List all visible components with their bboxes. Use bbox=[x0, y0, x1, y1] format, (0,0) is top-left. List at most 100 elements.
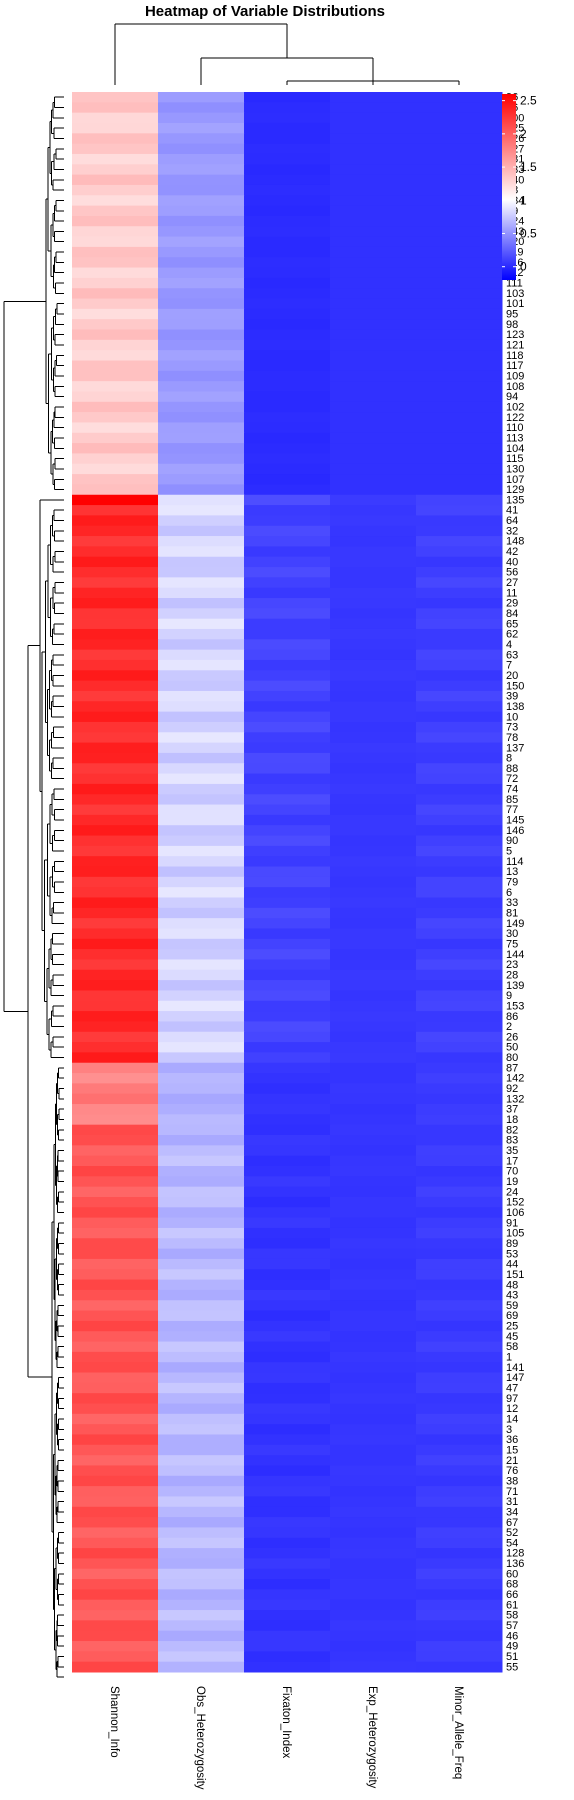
heatmap-cell bbox=[416, 763, 503, 775]
heatmap-cell bbox=[72, 1579, 159, 1590]
row-label: 105 bbox=[506, 1228, 524, 1240]
heatmap-cell bbox=[72, 257, 159, 269]
heatmap-cell bbox=[244, 1661, 331, 1673]
heatmap-cell bbox=[244, 443, 331, 454]
heatmap-cell bbox=[72, 1506, 159, 1518]
heatmap-cell bbox=[72, 215, 159, 227]
heatmap-cell bbox=[72, 350, 159, 361]
heatmap-cell bbox=[72, 1630, 159, 1642]
heatmap-cell bbox=[416, 1393, 503, 1405]
heatmap-cell bbox=[72, 422, 159, 434]
heatmap-cell bbox=[330, 732, 417, 744]
heatmap-cell bbox=[330, 401, 417, 413]
row-label: 69 bbox=[506, 1310, 518, 1322]
heatmap-cell bbox=[330, 153, 417, 165]
heatmap-cell bbox=[158, 928, 245, 940]
heatmap-cell bbox=[416, 639, 503, 651]
heatmap-cell bbox=[244, 1155, 331, 1167]
heatmap-cell bbox=[330, 1403, 417, 1415]
heatmap-cell bbox=[244, 1289, 331, 1301]
row-label: 148 bbox=[506, 536, 524, 548]
heatmap-cell bbox=[72, 742, 159, 754]
heatmap-cell bbox=[244, 1031, 331, 1043]
heatmap-cell bbox=[416, 1186, 503, 1198]
row-label: 31 bbox=[506, 1496, 518, 1508]
heatmap-cell bbox=[416, 1176, 503, 1188]
heatmap-cell bbox=[330, 1548, 417, 1559]
heatmap-cell bbox=[330, 288, 417, 300]
heatmap-cell bbox=[72, 1455, 159, 1466]
heatmap-cell bbox=[416, 1248, 503, 1260]
heatmap-cell bbox=[158, 412, 245, 423]
heatmap-cell bbox=[330, 1124, 417, 1136]
heatmap-cell bbox=[244, 184, 331, 196]
heatmap-cell bbox=[158, 1351, 245, 1363]
heatmap-cell bbox=[158, 1413, 245, 1425]
heatmap-cell bbox=[416, 1424, 503, 1435]
heatmap-cell bbox=[330, 453, 417, 465]
heatmap-cell bbox=[72, 897, 159, 909]
row-label: 57 bbox=[506, 1620, 518, 1632]
heatmap-cell bbox=[330, 267, 417, 279]
heatmap-cell bbox=[158, 577, 245, 589]
heatmap-cell bbox=[330, 298, 417, 310]
heatmap-cell bbox=[72, 680, 159, 692]
heatmap-cell bbox=[72, 804, 159, 816]
heatmap-cell bbox=[72, 598, 159, 609]
heatmap-cell bbox=[158, 267, 245, 279]
heatmap-cell bbox=[416, 721, 503, 733]
heatmap-cell bbox=[330, 670, 417, 682]
heatmap-cell bbox=[330, 856, 417, 868]
heatmap-cell bbox=[158, 226, 245, 238]
heatmap-cell bbox=[244, 887, 331, 898]
row-label: 6 bbox=[506, 887, 512, 899]
heatmap-cell bbox=[244, 195, 331, 207]
heatmap-cell bbox=[330, 1269, 417, 1281]
heatmap-cell bbox=[244, 928, 331, 940]
heatmap-cell bbox=[158, 112, 245, 124]
heatmap-cell bbox=[416, 680, 503, 692]
heatmap-cell bbox=[330, 639, 417, 651]
heatmap-cell bbox=[244, 670, 331, 682]
heatmap-cell bbox=[158, 907, 245, 919]
row-label: 18 bbox=[506, 1114, 518, 1126]
heatmap-cell bbox=[72, 1424, 159, 1435]
heatmap-cell bbox=[72, 1403, 159, 1415]
heatmap-cell bbox=[158, 1021, 245, 1033]
heatmap-cell bbox=[330, 1155, 417, 1167]
heatmap-cell bbox=[158, 1579, 245, 1590]
heatmap-cell bbox=[330, 990, 417, 1002]
heatmap-cell bbox=[158, 257, 245, 269]
heatmap-cell bbox=[244, 918, 331, 929]
row-label: 102 bbox=[506, 401, 524, 413]
heatmap-cell bbox=[416, 1630, 503, 1642]
heatmap-cell bbox=[330, 887, 417, 898]
row-label: 28 bbox=[506, 969, 518, 981]
heatmap-cell bbox=[416, 1362, 503, 1374]
heatmap-cell bbox=[158, 1135, 245, 1146]
heatmap-cell bbox=[416, 701, 503, 713]
heatmap-cell bbox=[72, 1258, 159, 1270]
heatmap-cell bbox=[416, 1217, 503, 1229]
heatmap-cell bbox=[330, 1413, 417, 1425]
heatmap-cell bbox=[330, 773, 417, 785]
heatmap-cell bbox=[158, 814, 245, 826]
row-label: 80 bbox=[506, 1052, 518, 1064]
heatmap-cell bbox=[330, 308, 417, 320]
row-label: 58 bbox=[506, 1610, 518, 1622]
heatmap-cell bbox=[158, 339, 245, 351]
heatmap-cell bbox=[72, 980, 159, 991]
heatmap-cell bbox=[416, 690, 503, 702]
row-label: 87 bbox=[506, 1062, 518, 1074]
heatmap-cell bbox=[416, 1403, 503, 1415]
row-label: 152 bbox=[506, 1197, 524, 1209]
heatmap-cell bbox=[244, 164, 331, 176]
row-label: 30 bbox=[506, 928, 518, 940]
heatmap-cell bbox=[416, 887, 503, 898]
row-label: 67 bbox=[506, 1517, 518, 1529]
heatmap-cell bbox=[158, 1661, 245, 1673]
heatmap-cell bbox=[330, 1176, 417, 1188]
heatmap-cell bbox=[416, 1269, 503, 1281]
heatmap-cell bbox=[72, 628, 159, 640]
heatmap-cell bbox=[244, 1444, 331, 1456]
